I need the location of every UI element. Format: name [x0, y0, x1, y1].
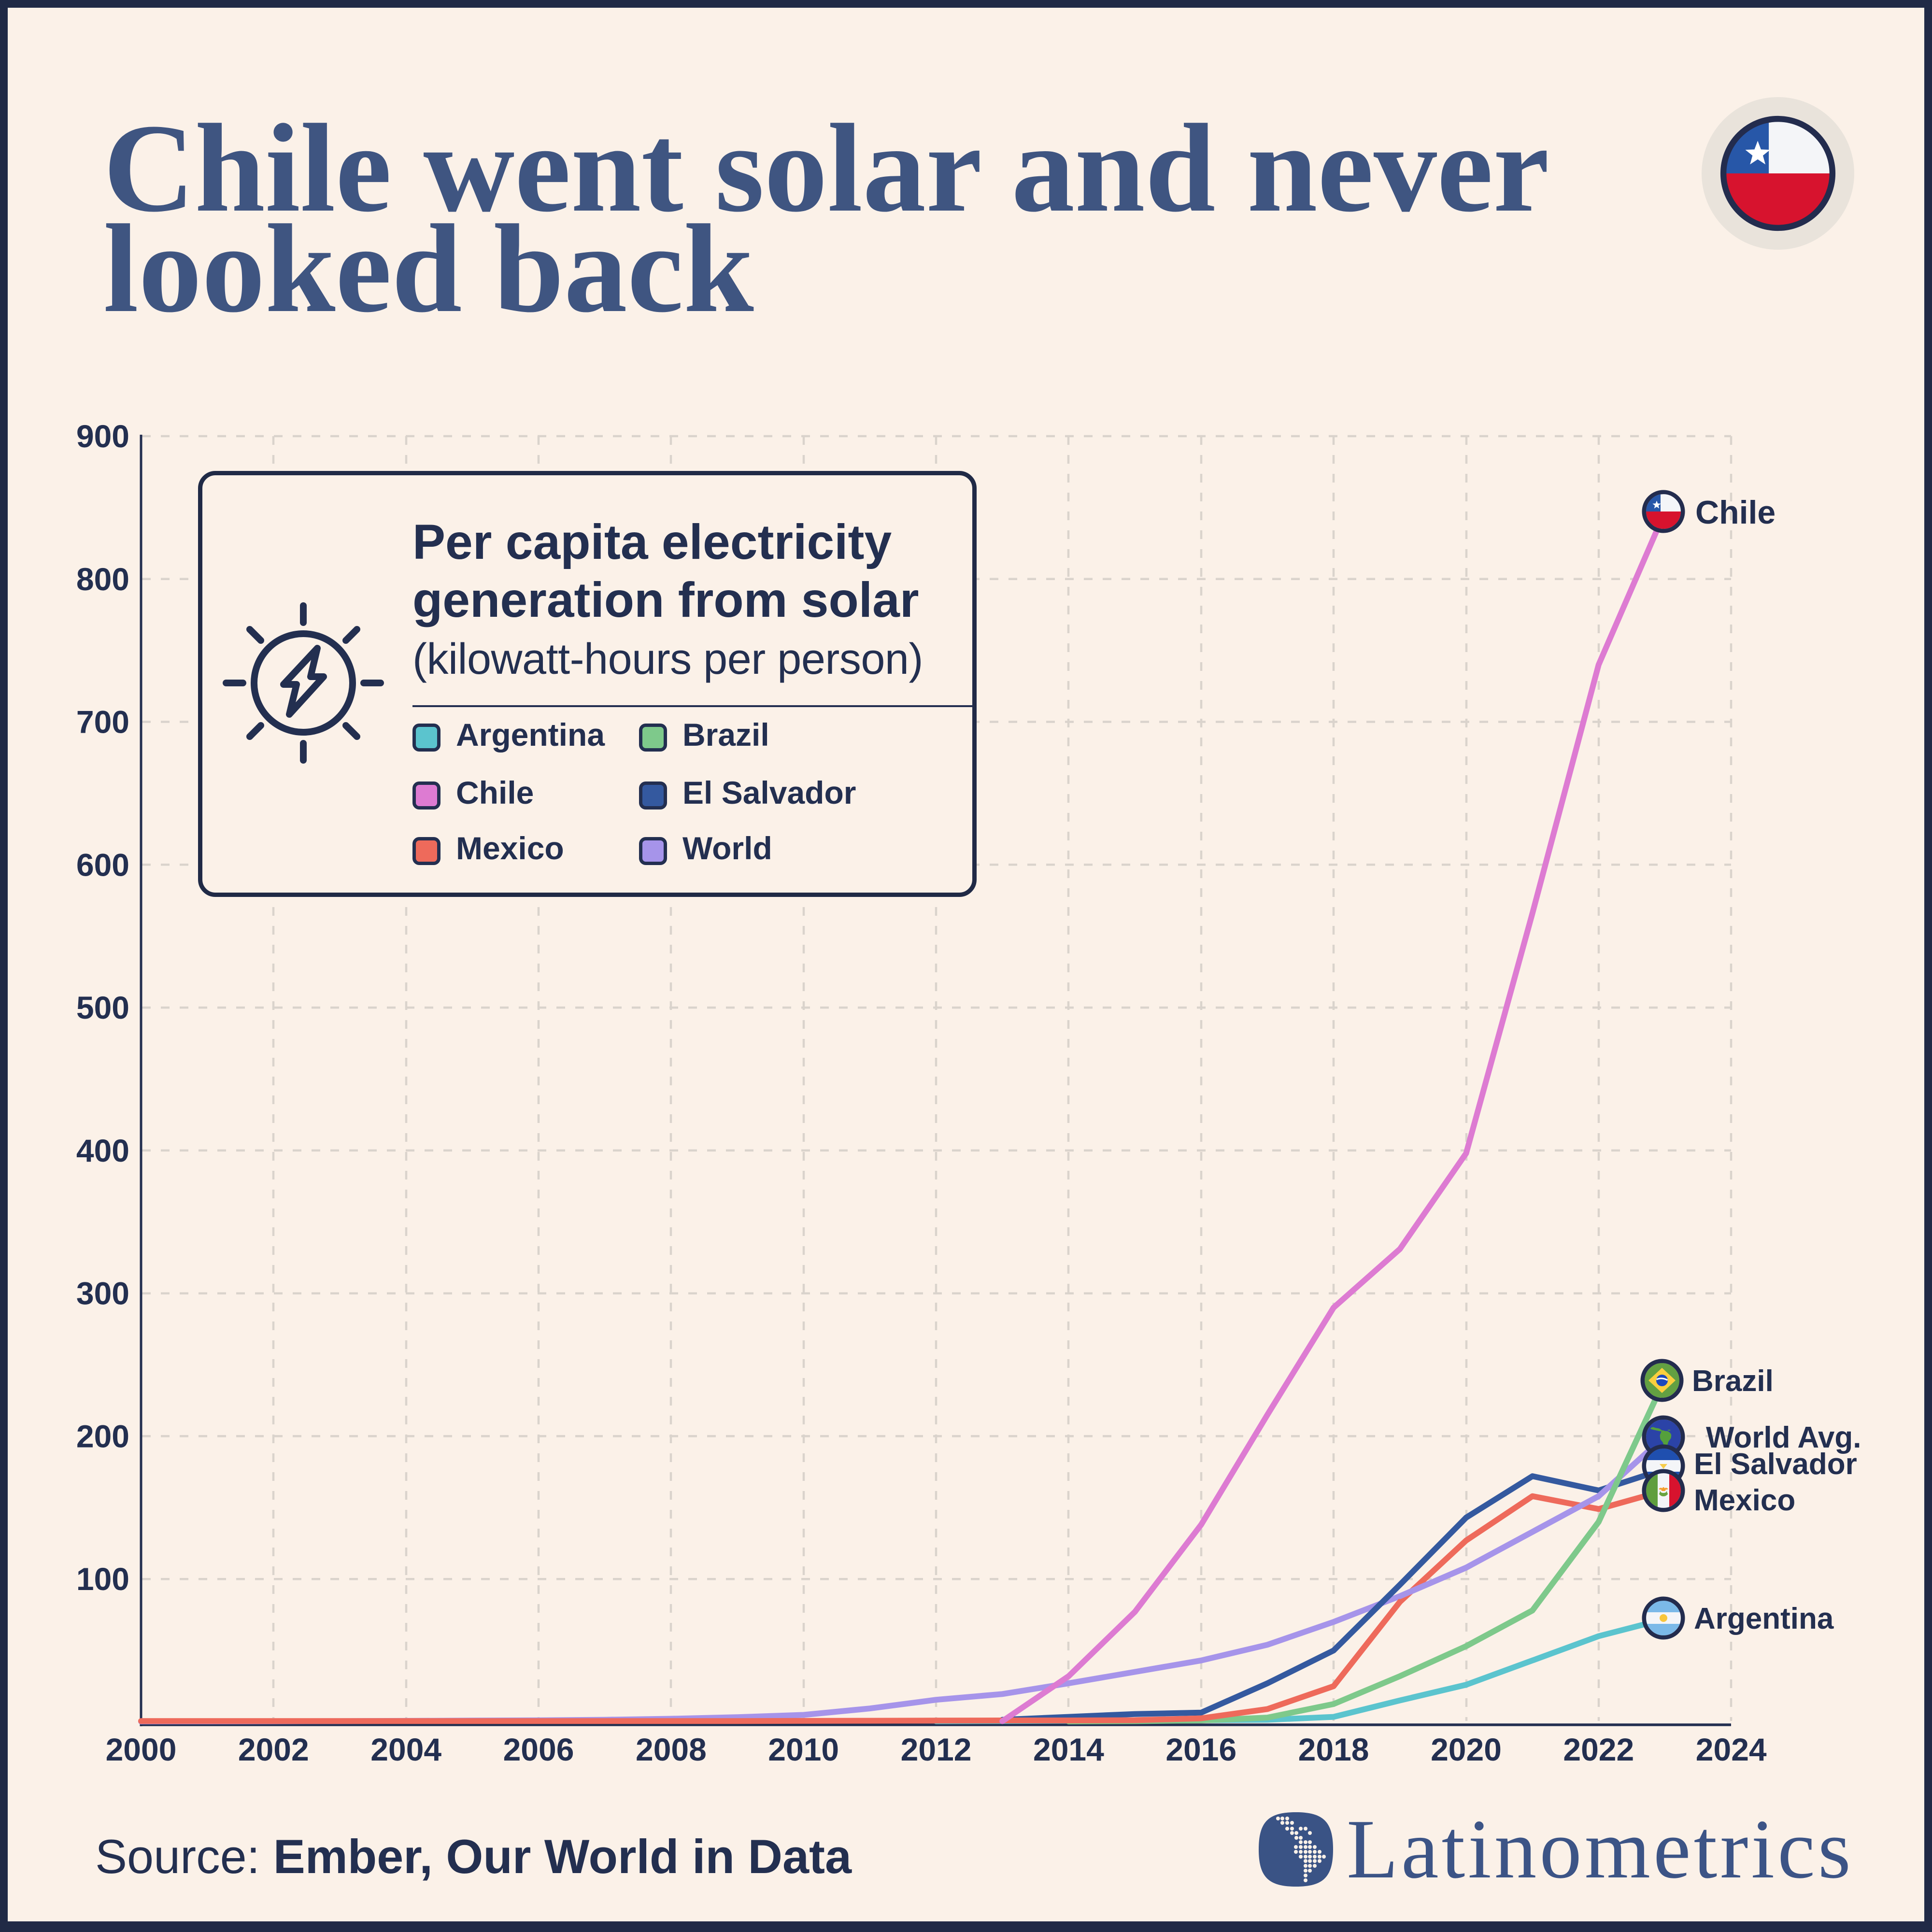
svg-text:Mexico: Mexico [1694, 1484, 1795, 1517]
svg-text:2010: 2010 [768, 1732, 839, 1767]
svg-text:2000: 2000 [106, 1732, 177, 1767]
svg-text:900: 900 [76, 418, 129, 454]
svg-text:2020: 2020 [1431, 1732, 1502, 1767]
svg-text:2006: 2006 [503, 1732, 574, 1767]
svg-text:Chile: Chile [1695, 494, 1776, 531]
svg-text:100: 100 [76, 1561, 129, 1597]
svg-text:2008: 2008 [636, 1732, 707, 1767]
svg-text:700: 700 [76, 704, 129, 740]
svg-text:200: 200 [76, 1418, 129, 1454]
svg-text:2014: 2014 [1033, 1732, 1104, 1767]
svg-text:300: 300 [76, 1276, 129, 1311]
svg-text:Argentina: Argentina [1694, 1602, 1834, 1635]
svg-text:Brazil: Brazil [1692, 1364, 1774, 1398]
svg-text:World Avg.: World Avg. [1706, 1421, 1861, 1454]
svg-text:2024: 2024 [1696, 1732, 1767, 1767]
svg-text:800: 800 [76, 561, 129, 597]
svg-text:400: 400 [76, 1133, 129, 1168]
svg-text:500: 500 [76, 990, 129, 1025]
svg-text:2022: 2022 [1563, 1732, 1634, 1767]
svg-text:2004: 2004 [370, 1732, 441, 1767]
svg-text:2018: 2018 [1298, 1732, 1369, 1767]
svg-text:600: 600 [76, 847, 129, 882]
svg-text:2012: 2012 [901, 1732, 972, 1767]
svg-text:El Salvador: El Salvador [1694, 1448, 1857, 1481]
svg-text:2016: 2016 [1165, 1732, 1236, 1767]
svg-text:2002: 2002 [238, 1732, 309, 1767]
